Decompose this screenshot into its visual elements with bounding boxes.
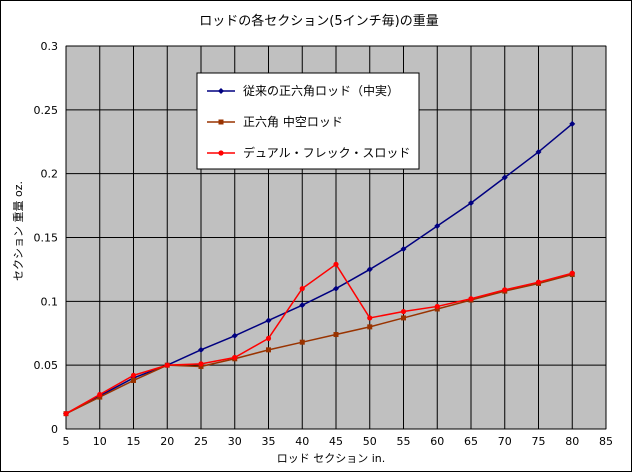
y-axis-label: セクション 重量 oz. <box>11 181 25 281</box>
data-point <box>468 200 474 207</box>
data-point <box>265 335 272 341</box>
data-point <box>218 150 224 156</box>
data-point <box>569 120 576 127</box>
x-tick-label: 30 <box>228 435 242 448</box>
y-axis: 0 0.05 0.1 0.15 0.2 0.25 0.3 <box>34 40 59 436</box>
x-tick-label: 85 <box>599 435 613 448</box>
data-point <box>468 296 474 302</box>
legend-label: 従来の正六角ロッド（中実） <box>243 83 399 98</box>
series-layer <box>63 120 576 417</box>
x-tick-label: 25 <box>194 435 208 448</box>
x-tick-label: 5 <box>63 435 70 448</box>
data-point <box>164 362 170 368</box>
data-point <box>535 279 542 285</box>
x-tick-label: 80 <box>565 435 579 448</box>
data-point <box>218 88 224 94</box>
data-point <box>198 346 204 353</box>
data-point <box>501 174 508 181</box>
data-point <box>434 303 440 310</box>
series-line <box>65 273 573 415</box>
x-tick-label: 35 <box>262 435 276 448</box>
legend-label: デュアル・フレック・スロッド <box>243 145 410 160</box>
series-line <box>65 263 573 415</box>
data-point <box>333 332 339 338</box>
data-point <box>333 285 339 292</box>
y-tick-label: 0.25 <box>34 104 59 117</box>
y-tick-label: 0.2 <box>41 168 59 181</box>
data-point <box>232 354 238 361</box>
data-point <box>131 377 136 383</box>
x-axis: 5 10 15 20 25 30 35 40 45 50 55 60 65 70 75 80 85 <box>63 435 614 448</box>
data-point <box>130 372 137 378</box>
y-tick-label: 0.3 <box>41 40 59 53</box>
x-tick-label: 65 <box>464 435 478 448</box>
data-point <box>401 315 406 321</box>
y-tick-label: 0 <box>51 423 58 436</box>
x-tick-label: 55 <box>397 435 411 448</box>
x-tick-label: 60 <box>430 435 444 448</box>
x-tick-label: 50 <box>363 435 377 448</box>
data-point <box>218 119 224 125</box>
legend-item: 従来の正六角ロッド（中実） <box>207 83 399 98</box>
data-point <box>299 302 306 309</box>
chart-title: ロッドの各セクション(5インチ毎)の重量 <box>199 13 438 29</box>
data-point <box>367 315 373 321</box>
x-tick-label: 75 <box>532 435 546 448</box>
data-point <box>265 317 272 324</box>
data-point <box>535 148 542 155</box>
series-3 <box>63 261 575 417</box>
x-axis-label: ロッド セクション in. <box>277 452 386 465</box>
data-point <box>366 266 373 273</box>
data-point <box>63 411 69 417</box>
data-point <box>198 361 204 367</box>
data-point <box>97 391 103 398</box>
data-point <box>569 270 575 276</box>
data-point <box>299 339 305 345</box>
legend-item: 正六角 中空ロッド <box>207 114 343 129</box>
data-point <box>502 287 508 293</box>
x-tick-label: 10 <box>93 435 107 448</box>
data-point <box>266 347 271 353</box>
x-tick-label: 40 <box>295 435 309 448</box>
legend-item: デュアル・フレック・スロッド <box>207 145 410 160</box>
data-point <box>367 324 373 330</box>
legend-label: 正六角 中空ロッド <box>243 114 343 129</box>
data-point <box>333 261 339 267</box>
x-tick-label: 15 <box>127 435 141 448</box>
x-tick-label: 45 <box>329 435 343 448</box>
y-tick-label: 0.15 <box>34 232 59 245</box>
data-point <box>400 308 407 315</box>
data-point <box>231 332 238 339</box>
data-point <box>434 223 441 230</box>
data-point <box>400 245 407 252</box>
data-point <box>299 285 305 292</box>
x-tick-label: 20 <box>160 435 174 448</box>
x-tick-label: 70 <box>498 435 512 448</box>
series-line <box>65 123 573 415</box>
y-tick-label: 0.1 <box>41 295 59 308</box>
y-tick-label: 0.05 <box>34 359 59 372</box>
